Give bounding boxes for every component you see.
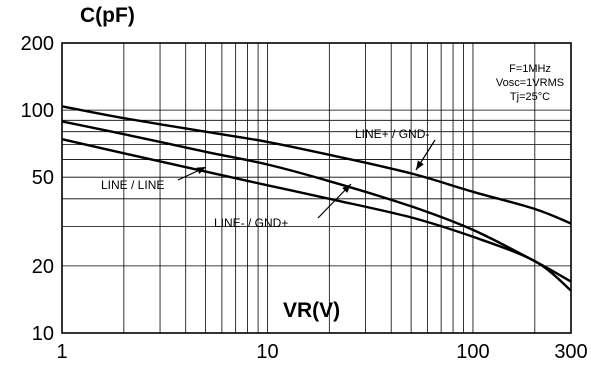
- grid: [62, 43, 571, 333]
- leader-line-plus-gnd-minus-head: [416, 160, 424, 170]
- x-tick-label: 1: [56, 341, 67, 363]
- curves: [61, 105, 572, 292]
- condition-oscillator: Vosc=1VRMS: [496, 77, 564, 89]
- x-tick-label: 300: [554, 341, 587, 363]
- condition-temperature: Tj=25°C: [510, 91, 550, 103]
- y-tick-label: 20: [32, 256, 54, 278]
- series-label-line-plus-gnd-minus: LINE+ / GND-: [355, 127, 429, 141]
- plot-frame: [61, 42, 572, 334]
- leader-line-minus-gnd-plus-head: [342, 184, 351, 193]
- series-line-line-curve: [61, 120, 572, 283]
- x-axis-title: VR(V): [283, 299, 340, 322]
- label-leaders: [177, 139, 436, 219]
- condition-frequency: F=1MHz: [509, 63, 551, 75]
- x-tick-label: 100: [456, 341, 489, 363]
- x-tick-label: 10: [256, 341, 278, 363]
- y-tick-label: 10: [32, 323, 54, 345]
- series-line-gnd-curve: [61, 138, 572, 292]
- y-tick-label: 100: [21, 100, 54, 122]
- leader-line-line-head: [196, 167, 206, 174]
- y-tick-label: 200: [21, 33, 54, 55]
- series-label-line-minus-gnd-plus: LINE- / GND+: [214, 216, 288, 230]
- series-label-line-line: LINE / LINE: [101, 178, 164, 192]
- y-tick-label: 50: [32, 167, 54, 189]
- y-axis-title: C(pF): [80, 4, 135, 27]
- test-conditions: F=1MHz Vosc=1VRMS Tj=25°C: [496, 63, 564, 103]
- series-line-gnd-curve: [61, 105, 572, 225]
